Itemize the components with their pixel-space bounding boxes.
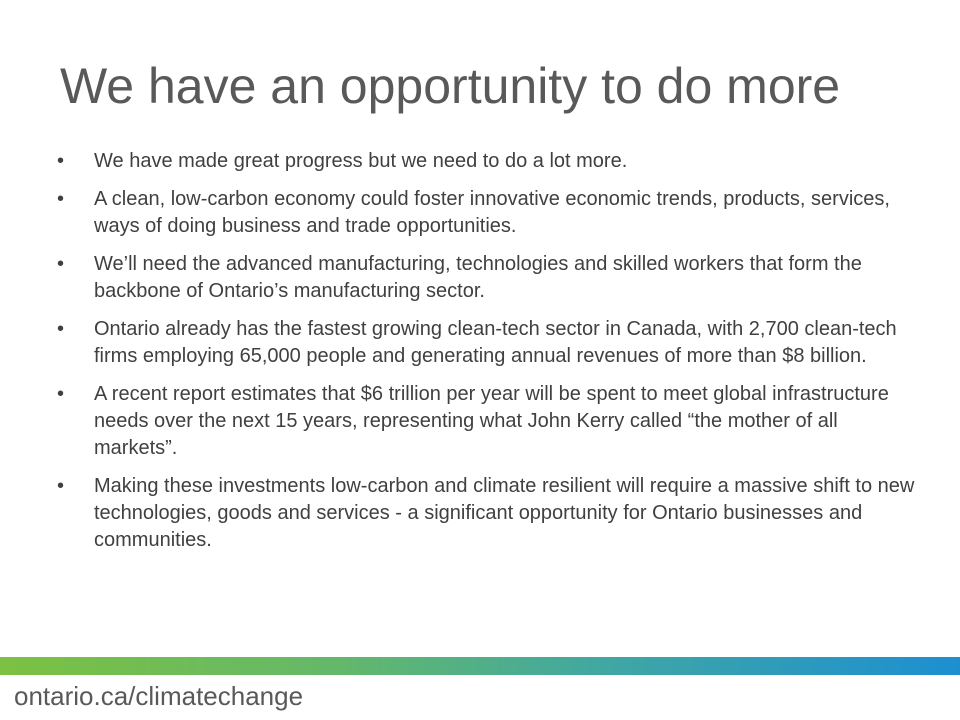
bullet-text: We’ll need the advanced manufacturing, t… — [94, 253, 862, 302]
bullet-text: A clean, low-carbon economy could foster… — [94, 188, 890, 237]
bullet-marker: • — [57, 383, 65, 405]
bullet-item: • A recent report estimates that $6 tril… — [55, 381, 915, 462]
bullet-text: A recent report estimates that $6 trilli… — [94, 383, 889, 459]
bullet-text: Ontario already has the fastest growing … — [94, 318, 897, 367]
bullet-marker: • — [57, 150, 65, 172]
bullet-item: • Ontario already has the fastest growin… — [55, 316, 915, 370]
slide-title: We have an opportunity to do more — [60, 58, 841, 114]
bullet-item: • We have made great progress but we nee… — [55, 148, 915, 175]
bullet-item: • A clean, low-carbon economy could fost… — [55, 186, 915, 240]
bullet-text: We have made great progress but we need … — [94, 150, 628, 172]
bullet-marker: • — [57, 318, 65, 340]
bullet-marker: • — [57, 253, 65, 275]
bullet-item: • We’ll need the advanced manufacturing,… — [55, 251, 915, 305]
footer-url: ontario.ca/climatechange — [14, 681, 304, 711]
footer-gradient-bar — [0, 657, 960, 675]
bullet-marker: • — [57, 188, 65, 210]
bullet-marker: • — [57, 475, 65, 497]
bullet-item: • Making these investments low-carbon an… — [55, 473, 915, 554]
bullet-list: • We have made great progress but we nee… — [55, 148, 915, 565]
bullet-text: Making these investments low-carbon and … — [94, 475, 915, 551]
